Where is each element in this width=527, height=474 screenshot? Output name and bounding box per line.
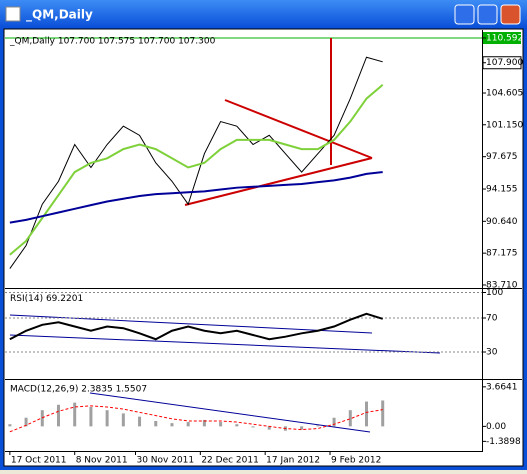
- title-bar: [0, 0, 527, 28]
- y-tick-label: 90.640: [486, 217, 518, 227]
- y-tick-label: 104.605: [486, 89, 523, 99]
- histogram-bar: [138, 416, 142, 427]
- y-tick-label: 3.6641: [486, 382, 518, 392]
- x-tick-label: 22 Dec 2011: [201, 456, 258, 466]
- trend-line: [89, 392, 371, 433]
- y-tick-label: 87.175: [486, 249, 518, 259]
- histogram-bar: [316, 425, 320, 427]
- histogram-bar: [73, 402, 77, 427]
- y-tick-label: 101.150: [486, 120, 523, 130]
- histogram-bar: [186, 422, 190, 427]
- y-tick-label: 110.592: [486, 34, 523, 44]
- histogram-bar: [332, 417, 336, 427]
- y-tick-label: 100: [486, 288, 503, 298]
- histogram-bar: [348, 410, 352, 427]
- panel-label: _QM,Daily 107.700 107.575 107.700 107.30…: [9, 37, 216, 47]
- histogram-bar: [121, 413, 125, 427]
- trend-line: [9, 334, 441, 354]
- histogram-bar: [300, 426, 304, 430]
- minimize-button[interactable]: [454, 4, 475, 25]
- histogram-bar: [154, 420, 158, 427]
- y-tick-label: 30: [486, 348, 498, 358]
- window-title: _QM,Daily: [26, 8, 93, 23]
- histogram-bar: [381, 400, 385, 427]
- histogram-bar: [105, 410, 109, 427]
- trend-line: [224, 99, 373, 159]
- x-tick-label: 9 Feb 2012: [331, 456, 381, 466]
- price-marker: [483, 32, 521, 45]
- app-icon: [5, 6, 21, 22]
- histogram-bar: [170, 423, 174, 427]
- series-line: [9, 405, 383, 433]
- trend-line: [184, 157, 373, 206]
- y-tick-label: -1.3898: [486, 437, 521, 447]
- y-tick-label: 107.900: [486, 58, 523, 68]
- y-tick-label: 0.00: [486, 422, 506, 432]
- series-line: [9, 84, 384, 256]
- y-tick-label: 70: [486, 314, 498, 324]
- x-tick-label: 30 Nov 2011: [136, 456, 194, 466]
- series-line: [9, 56, 383, 269]
- x-tick-label: 17 Jan 2012: [266, 456, 320, 466]
- series-line: [9, 171, 383, 224]
- histogram-bar: [251, 426, 255, 428]
- histogram-bar: [56, 404, 60, 427]
- histogram-bar: [89, 406, 93, 427]
- histogram-bar: [8, 424, 12, 427]
- histogram-bar: [364, 401, 368, 427]
- close-button[interactable]: [500, 4, 521, 25]
- chart-area: [3, 28, 524, 467]
- histogram-bar: [267, 426, 271, 430]
- y-tick-label: 97.675: [486, 152, 518, 162]
- x-tick-label: 17 Oct 2011: [11, 456, 67, 466]
- histogram-bar: [219, 422, 223, 427]
- y-tick-label: 94.155: [486, 185, 518, 195]
- panel-label: RSI(14) 69.2201: [10, 294, 83, 304]
- histogram-bar: [235, 424, 239, 427]
- maximize-button[interactable]: [477, 4, 498, 25]
- y-tick-label: 83.710: [486, 280, 518, 290]
- histogram-bar: [24, 417, 28, 427]
- series-line: [9, 312, 384, 341]
- histogram-bar: [202, 419, 206, 427]
- x-tick-label: 8 Nov 2011: [76, 456, 128, 466]
- panel-label: MACD(12,26,9) 2.3835 1.5507: [10, 385, 147, 395]
